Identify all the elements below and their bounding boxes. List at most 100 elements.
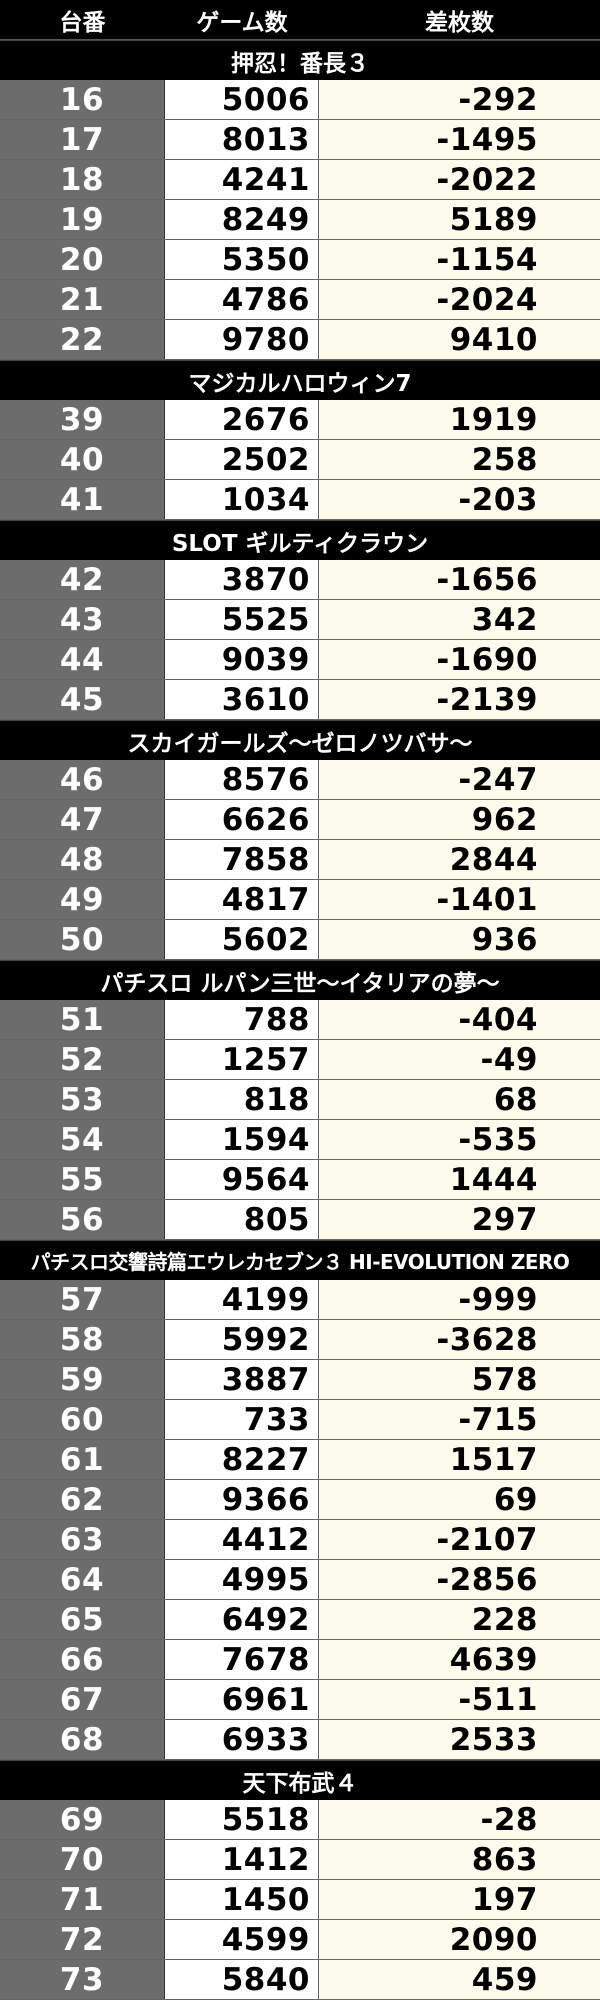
machine-groups: 押忍！番長３ 16 5006 -292 17 8013 -1495 18 4241 -2022 19…	[0, 40, 600, 2000]
coin-difference-cell: 228	[319, 1600, 600, 1639]
coin-difference-cell: 197	[319, 1880, 600, 1919]
table-row: 48 7858 2844	[0, 840, 600, 880]
coin-difference-cell: 578	[319, 1360, 600, 1399]
coin-difference-cell: 1444	[319, 1160, 600, 1199]
game-count-cell: 5518	[165, 1800, 319, 1839]
game-count-cell: 1257	[165, 1040, 319, 1079]
machine-number-cell: 65	[0, 1600, 165, 1639]
machine-number-cell: 73	[0, 1960, 165, 1999]
machine-number-cell: 16	[0, 80, 165, 119]
game-count-cell: 4817	[165, 880, 319, 919]
game-count-cell: 5840	[165, 1960, 319, 1999]
machine-number-cell: 61	[0, 1440, 165, 1479]
machine-number-cell: 46	[0, 760, 165, 799]
coin-difference-cell: -535	[319, 1120, 600, 1159]
table-row: 41 1034 -203	[0, 480, 600, 520]
machine-number-cell: 48	[0, 840, 165, 879]
table-row: 40 2502 258	[0, 440, 600, 480]
machine-number-cell: 18	[0, 160, 165, 199]
game-count-cell: 7858	[165, 840, 319, 879]
game-count-cell: 3870	[165, 560, 319, 599]
header-machine-number: 台番	[59, 9, 106, 36]
coin-difference-cell: 1919	[319, 400, 600, 439]
table-row: 46 8576 -247	[0, 760, 600, 800]
table-row: 43 5525 342	[0, 600, 600, 640]
table-row: 42 3870 -1656	[0, 560, 600, 600]
machine-number-cell: 55	[0, 1160, 165, 1199]
group-title: マジカルハロウィン7	[0, 360, 600, 400]
machine-number-cell: 40	[0, 440, 165, 479]
table-row: 71 1450 197	[0, 1880, 600, 1920]
game-count-cell: 788	[165, 1000, 319, 1039]
coin-difference-cell: -292	[319, 80, 600, 119]
coin-difference-cell: 258	[319, 440, 600, 479]
coin-difference-cell: 297	[319, 1200, 600, 1239]
coin-difference-cell: 9410	[319, 320, 600, 359]
machine-number-cell: 39	[0, 400, 165, 439]
table-row: 65 6492 228	[0, 1600, 600, 1640]
coin-difference-cell: -247	[319, 760, 600, 799]
coin-difference-cell: 863	[319, 1840, 600, 1879]
header-coin-difference: 差枚数	[425, 9, 494, 36]
game-count-cell: 1450	[165, 1880, 319, 1919]
table-row: 66 7678 4639	[0, 1640, 600, 1680]
group-title: パチスロ交響詩篇エウレカセブン３ HI-EVOLUTION ZERO	[0, 1240, 600, 1280]
game-count-cell: 9039	[165, 640, 319, 679]
coin-difference-cell: -1401	[319, 880, 600, 919]
game-count-cell: 8227	[165, 1440, 319, 1479]
table-row: 55 9564 1444	[0, 1160, 600, 1200]
coin-difference-cell: -2139	[319, 680, 600, 719]
machine-number-cell: 45	[0, 680, 165, 719]
game-count-cell: 4599	[165, 1920, 319, 1959]
group-title: パチスロ ルパン三世～イタリアの夢～	[0, 960, 600, 1000]
coin-difference-cell: -999	[319, 1280, 600, 1319]
machine-number-cell: 20	[0, 240, 165, 279]
game-count-cell: 4786	[165, 280, 319, 319]
coin-difference-cell: -28	[319, 1800, 600, 1839]
machine-number-cell: 47	[0, 800, 165, 839]
game-count-cell: 733	[165, 1400, 319, 1439]
game-count-cell: 5006	[165, 80, 319, 119]
coin-difference-cell: -1690	[319, 640, 600, 679]
machine-number-cell: 43	[0, 600, 165, 639]
table-row: 60 733 -715	[0, 1400, 600, 1440]
game-count-cell: 5350	[165, 240, 319, 279]
table-row: 16 5006 -292	[0, 80, 600, 120]
game-count-cell: 4995	[165, 1560, 319, 1599]
machine-number-cell: 70	[0, 1840, 165, 1879]
table-row: 68 6933 2533	[0, 1720, 600, 1760]
group-title: スカイガールズ～ゼロノツバサ～	[0, 720, 600, 760]
table-row: 19 8249 5189	[0, 200, 600, 240]
game-count-cell: 4412	[165, 1520, 319, 1559]
table-row: 20 5350 -1154	[0, 240, 600, 280]
machine-number-cell: 64	[0, 1560, 165, 1599]
machine-number-cell: 66	[0, 1640, 165, 1679]
coin-difference-cell: 2844	[319, 840, 600, 879]
machine-number-cell: 53	[0, 1080, 165, 1119]
coin-difference-cell: -1495	[319, 120, 600, 159]
table-row: 59 3887 578	[0, 1360, 600, 1400]
coin-difference-cell: -3628	[319, 1320, 600, 1359]
table-row: 22 9780 9410	[0, 320, 600, 360]
game-count-cell: 2676	[165, 400, 319, 439]
machine-number-cell: 60	[0, 1400, 165, 1439]
machine-number-cell: 52	[0, 1040, 165, 1079]
game-count-cell: 7678	[165, 1640, 319, 1679]
group-title: 天下布武４	[0, 1760, 600, 1800]
coin-difference-cell: -2856	[319, 1560, 600, 1599]
machine-number-cell: 72	[0, 1920, 165, 1959]
table-row: 57 4199 -999	[0, 1280, 600, 1320]
game-count-cell: 8249	[165, 200, 319, 239]
table-row: 47 6626 962	[0, 800, 600, 840]
machine-number-cell: 54	[0, 1120, 165, 1159]
table-row: 21 4786 -2024	[0, 280, 600, 320]
game-count-cell: 6626	[165, 800, 319, 839]
table-row: 56 805 297	[0, 1200, 600, 1240]
game-count-cell: 6933	[165, 1720, 319, 1759]
table-row: 63 4412 -2107	[0, 1520, 600, 1560]
coin-difference-cell: 68	[319, 1080, 600, 1119]
machine-number-cell: 57	[0, 1280, 165, 1319]
machine-number-cell: 42	[0, 560, 165, 599]
table-row: 69 5518 -28	[0, 1800, 600, 1840]
